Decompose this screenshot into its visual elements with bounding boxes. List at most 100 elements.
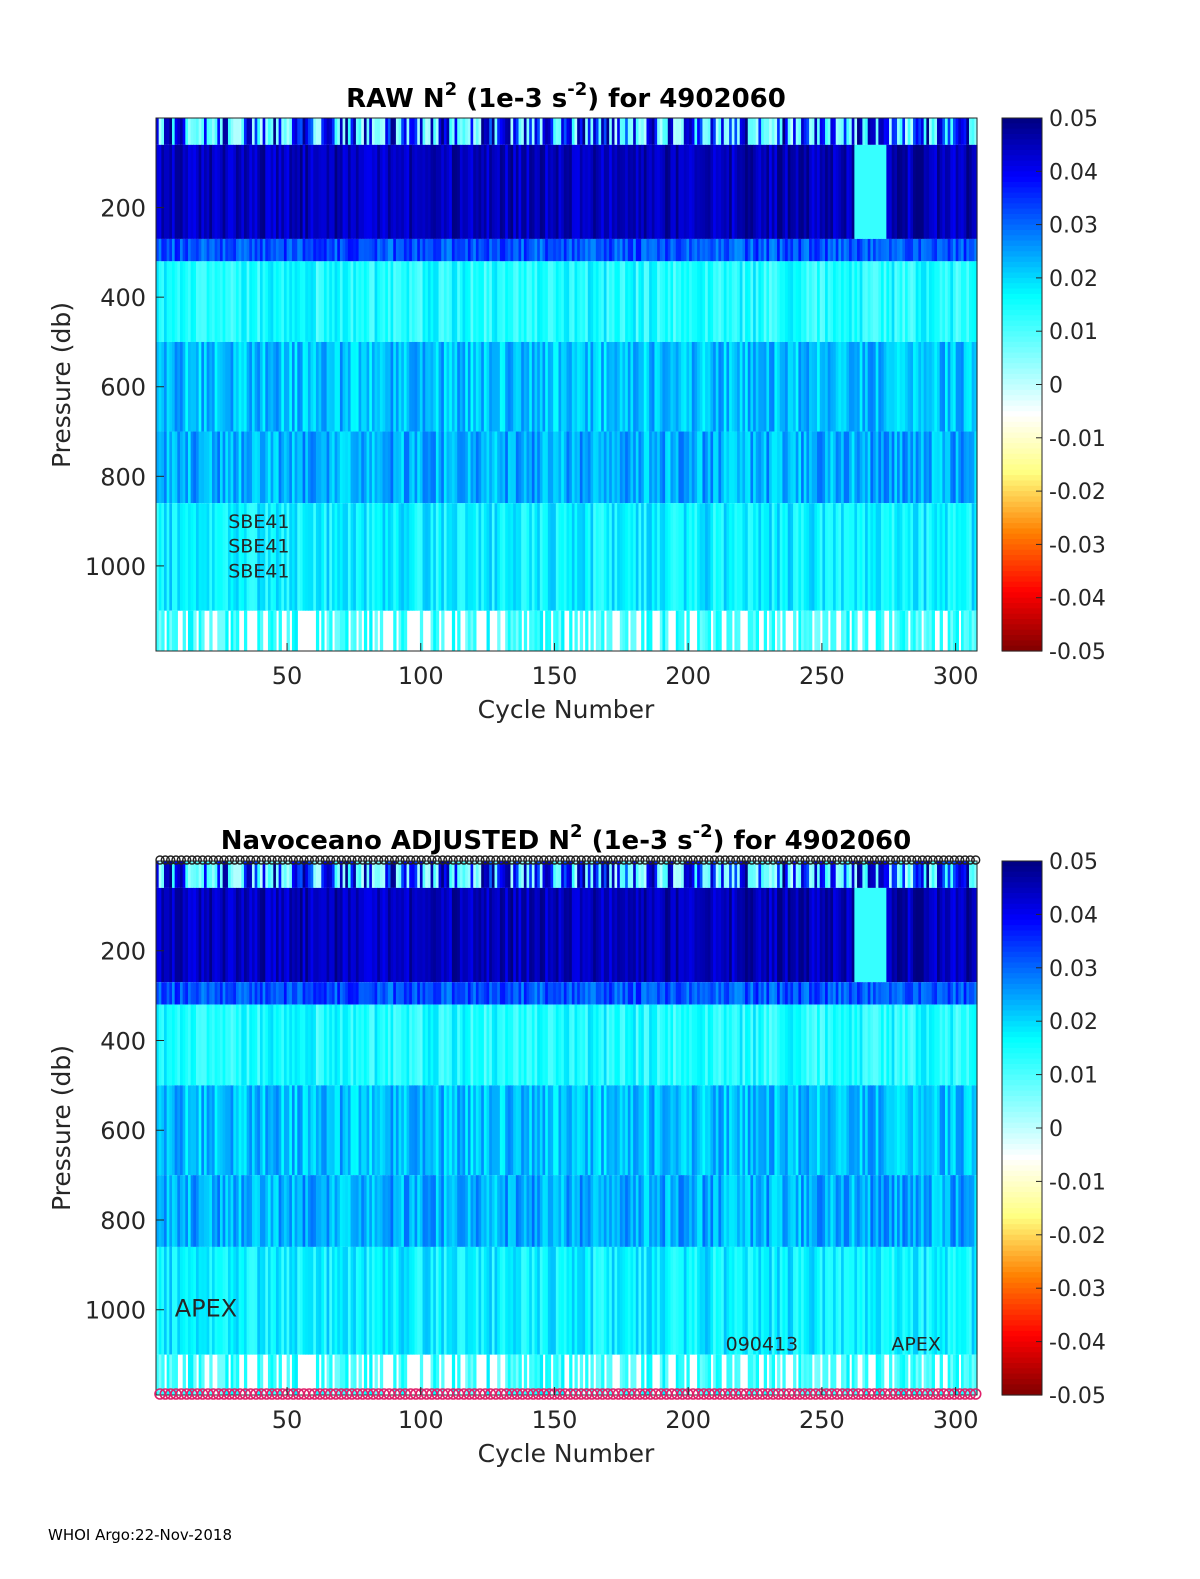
heat-cell [729, 611, 732, 651]
colorbar-segment [1002, 299, 1042, 305]
adjusted-panel-title: Navoceano ADJUSTED N2 (1e-3 s-2) for 490… [221, 821, 911, 856]
x-tick-label: 300 [933, 662, 979, 690]
heat-cell [295, 611, 298, 651]
colorbar-tick-label: 0.03 [1049, 214, 1098, 239]
colorbar-tick-label: -0.03 [1049, 533, 1106, 558]
heat-cell [649, 611, 652, 651]
heat-cell [793, 611, 796, 651]
colorbar-segment [1002, 528, 1042, 534]
colorbar-segment [1002, 411, 1042, 417]
colorbar-segment [1002, 614, 1042, 620]
heat-cell [452, 611, 455, 651]
colorbar-segment [1002, 369, 1042, 375]
colorbar-segment [1002, 187, 1042, 193]
heat-cell [772, 611, 775, 651]
heat-cell [609, 611, 612, 651]
colorbar-segment [1002, 555, 1042, 561]
colorbar-tick-label: 0.05 [1049, 107, 1098, 132]
colorbar-segment [1002, 118, 1042, 124]
heat-cell [316, 611, 319, 651]
colorbar-segment [1002, 214, 1042, 220]
y-tick-label: 200 [100, 195, 146, 223]
colorbar-segment [1002, 198, 1042, 204]
raw-title-mid: (1e-3 s [457, 84, 567, 114]
colorbar-segment [1002, 624, 1042, 630]
raw-title-sup2: -2 [567, 79, 587, 100]
colorbar-segment [1002, 582, 1042, 588]
heat-cell [905, 611, 908, 651]
annotation-label: SBE41 [228, 560, 289, 582]
heat-cell [487, 611, 490, 651]
colorbar-segment [1002, 576, 1042, 582]
colorbar-segment [1002, 278, 1042, 284]
heat-cell [940, 611, 943, 651]
colorbar-segment [1002, 550, 1042, 556]
colorbar-segment [1002, 182, 1042, 188]
heat-cell [473, 611, 476, 651]
colorbar-segment [1002, 321, 1042, 327]
heat-cell [809, 611, 812, 651]
heat-cell [236, 611, 239, 651]
colorbar-segment [1002, 518, 1042, 524]
colorbar-segment [1002, 443, 1042, 449]
adj-title-mid: (1e-3 s [583, 826, 693, 856]
heat-cell [708, 611, 711, 651]
colorbar-segment [1002, 123, 1042, 129]
colorbar-segment [1002, 390, 1042, 396]
colorbar-segment [1002, 560, 1042, 566]
heat-cell [718, 611, 721, 651]
colorbar-segment [1002, 241, 1042, 247]
heat-cell [633, 611, 636, 651]
colorbar-segment [1002, 310, 1042, 316]
heat-cell [681, 611, 684, 651]
colorbar-segment [1002, 406, 1042, 412]
raw-title-main: RAW N [346, 84, 444, 114]
heat-cell [369, 611, 372, 651]
heat-cell [956, 611, 959, 651]
heat-cell [441, 611, 444, 651]
colorbar-segment [1002, 342, 1042, 348]
colorbar-segment [1002, 598, 1042, 604]
colorbar-segment [1002, 480, 1042, 486]
raw-x-axis-label: Cycle Number [478, 695, 655, 724]
colorbar-segment [1002, 475, 1042, 481]
colorbar-segment [1002, 438, 1042, 444]
colorbar-tick-label: 0.02 [1049, 267, 1098, 292]
colorbar-tick-label: -0.01 [1049, 427, 1106, 452]
colorbar-segment [1002, 491, 1042, 497]
heat-cell [161, 611, 164, 651]
heat-cell [359, 611, 362, 651]
colorbar-segment [1002, 422, 1042, 428]
heat-cell [404, 611, 407, 651]
heat-cell [665, 611, 668, 651]
x-tick-label: 250 [799, 662, 845, 690]
colorbar-segment [1002, 395, 1042, 401]
heat-cell [881, 611, 884, 651]
heat-cell [854, 611, 857, 651]
annotation-label: SBE41 [228, 536, 289, 558]
colorbar-segment [1002, 315, 1042, 321]
colorbar-segment [1002, 129, 1042, 135]
colorbar-segment [1002, 262, 1042, 268]
raw-panel-title: RAW N2 (1e-3 s-2) for 4902060 [346, 79, 786, 114]
heat-cell [457, 611, 460, 651]
adj-title-end: ) for 4902060 [713, 826, 912, 856]
heat-cell [209, 611, 212, 651]
heat-cell [364, 611, 367, 651]
colorbar-segment [1002, 203, 1042, 209]
colorbar-segment [1002, 571, 1042, 577]
colorbar-segment [1002, 534, 1042, 540]
colorbar-segment [1002, 139, 1042, 145]
colorbar-segment [1002, 235, 1042, 241]
raw-n2-panel: RAW N2 (1e-3 s-2) for 4902060 SBE41SBE41… [47, 79, 1106, 724]
colorbar-segment [1002, 209, 1042, 215]
colorbar-segment [1002, 363, 1042, 369]
heat-cell [321, 611, 324, 651]
colorbar-segment [1002, 640, 1042, 646]
heat-cell [329, 611, 332, 651]
heat-cell [590, 611, 593, 651]
raw-colorbar: 0.050.040.030.020.010-0.01-0.02-0.03-0.0… [1002, 107, 1106, 665]
colorbar-segment [1002, 630, 1042, 636]
